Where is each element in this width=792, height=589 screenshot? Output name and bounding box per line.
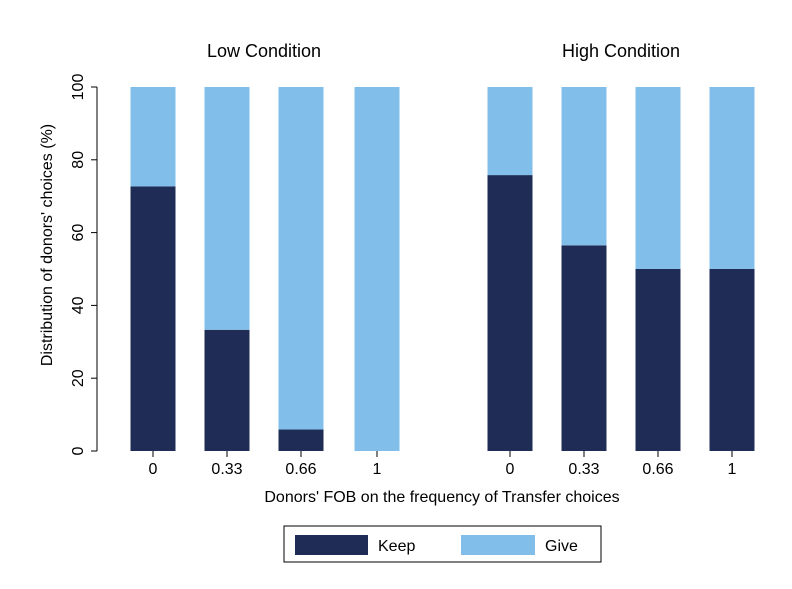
- x-tick-label: 0.66: [285, 461, 316, 478]
- legend-label-keep: Keep: [378, 538, 415, 555]
- legend-label-give: Give: [545, 538, 578, 555]
- bar-keep: [487, 175, 533, 451]
- x-tick-label: 1: [373, 461, 382, 478]
- bar-keep: [561, 245, 607, 451]
- bar-give: [278, 87, 324, 430]
- x-tick-label: 0.66: [642, 461, 673, 478]
- bar-keep: [635, 269, 681, 451]
- y-tick-label: 0: [70, 446, 87, 455]
- y-tick-label: 60: [70, 224, 87, 242]
- y-tick-label: 80: [70, 151, 87, 169]
- panel-title-low: Low Condition: [207, 41, 321, 61]
- bar-give: [709, 87, 755, 269]
- panel-title-high: High Condition: [562, 41, 680, 61]
- bar-keep: [204, 329, 250, 451]
- bar-give: [354, 87, 400, 451]
- plot-area: 0 20 40 60 80 100 0 0.33 0.66 1 0 0.33 0.66 1: [70, 74, 755, 478]
- bar-keep: [278, 429, 324, 451]
- y-tick-label: 40: [70, 296, 87, 314]
- x-tick-label: 0.33: [568, 461, 599, 478]
- bar-give: [130, 87, 176, 187]
- y-tick-label: 20: [70, 369, 87, 387]
- bar-keep: [709, 269, 755, 451]
- bar-give: [561, 87, 607, 246]
- legend-swatch-keep: [295, 535, 368, 555]
- y-tick-label: 100: [70, 74, 87, 101]
- x-tick-label: 0: [149, 461, 158, 478]
- bar-keep: [130, 186, 176, 451]
- bar-give: [204, 87, 250, 330]
- x-tick-label: 0.33: [211, 461, 242, 478]
- x-tick-label: 0: [506, 461, 515, 478]
- x-tick-label: 1: [728, 461, 737, 478]
- y-axis-label: Distribution of donors' choices (%): [39, 124, 56, 366]
- legend: Keep Give: [283, 525, 602, 563]
- bar-give: [487, 87, 533, 176]
- legend-swatch-give: [461, 535, 535, 555]
- bar-give: [635, 87, 681, 269]
- x-axis-label: Donors' FOB on the frequency of Transfer…: [264, 489, 619, 506]
